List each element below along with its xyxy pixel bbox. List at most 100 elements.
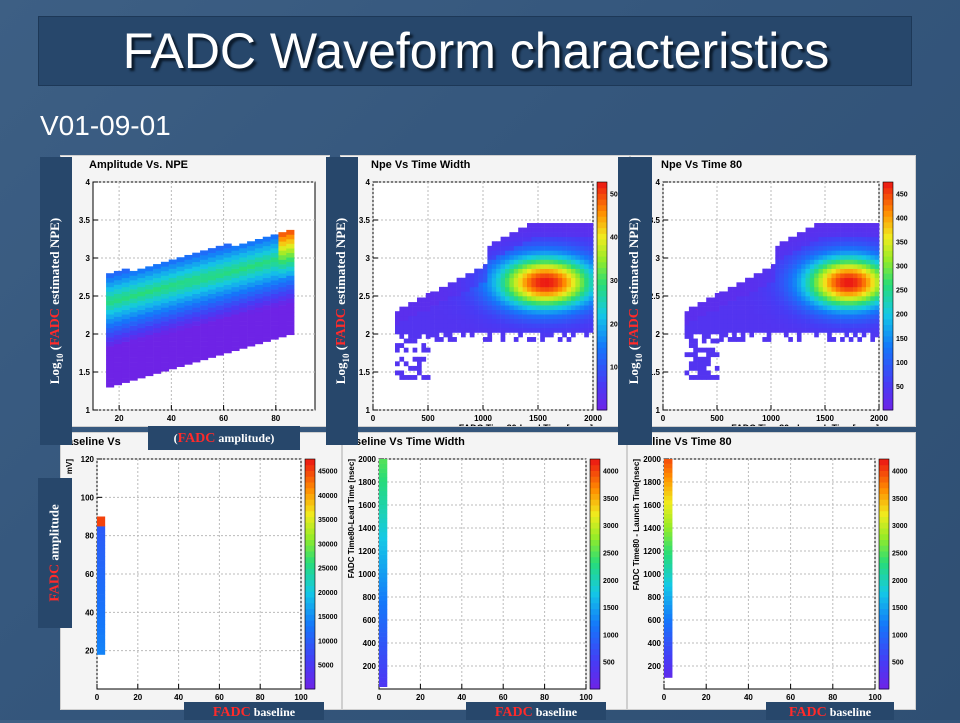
heatmap-cell bbox=[184, 346, 193, 352]
heatmap-cell bbox=[840, 268, 845, 274]
colorbar-segment bbox=[305, 671, 315, 678]
y-tick-label: 2.5 bbox=[649, 292, 661, 301]
heatmap-cell bbox=[714, 320, 720, 326]
heatmap-cell bbox=[153, 291, 162, 297]
heatmap-cell bbox=[286, 229, 295, 235]
heatmap-cell bbox=[835, 241, 841, 247]
heatmap-cell bbox=[483, 264, 488, 269]
heatmap-cell bbox=[831, 327, 837, 333]
heatmap-cell bbox=[247, 327, 256, 333]
heatmap-cell bbox=[688, 329, 694, 335]
heatmap-cell bbox=[562, 250, 567, 256]
heatmap-cell bbox=[496, 259, 501, 265]
heatmap-cell bbox=[723, 300, 729, 306]
heatmap-cell bbox=[223, 284, 232, 290]
colorbar-segment bbox=[883, 216, 893, 223]
heatmap-cell bbox=[710, 302, 716, 307]
colorbar-tick-label: 2500 bbox=[892, 550, 908, 557]
colorbar-tick-label: 300 bbox=[896, 264, 908, 271]
heatmap-cell bbox=[745, 314, 750, 320]
heatmap-cell bbox=[779, 300, 785, 306]
heatmap-cell bbox=[176, 362, 185, 367]
y-label-log-npe-2: Log10 (FADC estimated NPE) bbox=[326, 157, 358, 445]
heatmap-cell bbox=[758, 282, 763, 288]
colorbar-segment bbox=[590, 591, 600, 598]
heatmap-cell bbox=[566, 236, 572, 242]
heatmap-cell bbox=[688, 375, 694, 380]
heatmap-cell bbox=[553, 309, 559, 315]
heatmap-cell bbox=[766, 277, 772, 283]
colorbar-segment bbox=[590, 499, 600, 506]
heatmap-cell bbox=[723, 305, 729, 310]
heatmap-cell bbox=[796, 314, 802, 320]
heatmap-cell bbox=[664, 481, 673, 487]
heatmap-cell bbox=[106, 364, 115, 370]
colorbar-segment bbox=[883, 204, 893, 211]
heatmap-cell bbox=[491, 264, 497, 269]
heatmap-cell bbox=[831, 318, 837, 324]
heatmap-cell bbox=[129, 289, 138, 295]
heatmap-cell bbox=[796, 296, 802, 301]
heatmap-cell bbox=[822, 286, 828, 292]
heatmap-cell bbox=[215, 332, 224, 338]
heatmap-cell bbox=[509, 232, 515, 238]
heatmap-cell bbox=[848, 318, 854, 324]
heatmap-cell bbox=[417, 302, 422, 307]
heatmap-cell bbox=[474, 305, 479, 310]
heatmap-cell bbox=[723, 314, 729, 320]
heatmap-cell bbox=[788, 236, 793, 242]
heatmap-cell bbox=[736, 300, 742, 306]
heatmap-cell bbox=[434, 291, 440, 297]
heatmap-cell bbox=[827, 327, 832, 333]
heatmap-cell bbox=[121, 355, 130, 361]
heatmap-cell bbox=[535, 296, 541, 301]
heatmap-cell bbox=[522, 318, 528, 324]
heatmap-cell bbox=[723, 327, 729, 333]
heatmap-cell bbox=[286, 257, 295, 263]
colorbar-segment bbox=[305, 510, 315, 517]
heatmap-cell bbox=[522, 254, 528, 260]
heatmap-cell bbox=[783, 300, 789, 306]
heatmap-cell bbox=[805, 286, 811, 292]
heatmap-cell bbox=[831, 305, 837, 310]
heatmap-cell bbox=[491, 254, 497, 260]
heatmap-cell bbox=[719, 296, 724, 301]
heatmap-cell bbox=[496, 327, 501, 333]
heatmap-cell bbox=[129, 298, 138, 304]
heatmap-cell bbox=[575, 241, 581, 247]
heatmap-cell bbox=[223, 307, 232, 313]
heatmap-cell bbox=[766, 323, 772, 329]
heatmap-cell bbox=[168, 341, 177, 347]
heatmap-cell bbox=[286, 293, 295, 299]
heatmap-cell bbox=[106, 378, 115, 383]
heatmap-cell bbox=[500, 254, 506, 260]
colorbar-segment bbox=[597, 278, 607, 286]
grid-group bbox=[378, 458, 587, 689]
heatmap-cell bbox=[145, 270, 154, 276]
heatmap-cell bbox=[518, 305, 523, 310]
heatmap-cell bbox=[509, 273, 515, 279]
heatmap-cell bbox=[160, 348, 170, 354]
heatmap-cell bbox=[809, 314, 815, 320]
heatmap-cell bbox=[557, 327, 563, 333]
x-tick-label: 0 bbox=[661, 414, 666, 423]
heatmap-cell bbox=[168, 359, 177, 365]
heatmap-cell bbox=[818, 236, 824, 242]
heatmap-cell bbox=[771, 296, 776, 301]
heatmap-cell bbox=[664, 600, 673, 605]
colorbar-segment bbox=[590, 476, 600, 483]
heatmap-cell bbox=[434, 332, 440, 338]
y-tick-label: 100 bbox=[81, 493, 95, 502]
y-tick-label: 2 bbox=[656, 330, 661, 339]
colorbar-segment bbox=[305, 470, 315, 477]
heatmap-cell bbox=[775, 305, 780, 310]
heatmap-cell bbox=[749, 332, 755, 338]
heatmap-cell bbox=[549, 286, 554, 292]
heatmap-cell bbox=[478, 327, 484, 333]
heatmap-cell bbox=[531, 259, 537, 265]
heatmap-cell bbox=[861, 236, 867, 242]
heatmap-cell bbox=[207, 348, 217, 354]
heatmap-cell bbox=[740, 314, 746, 320]
heatmap-cell bbox=[113, 330, 123, 336]
heatmap-cell bbox=[753, 296, 759, 301]
